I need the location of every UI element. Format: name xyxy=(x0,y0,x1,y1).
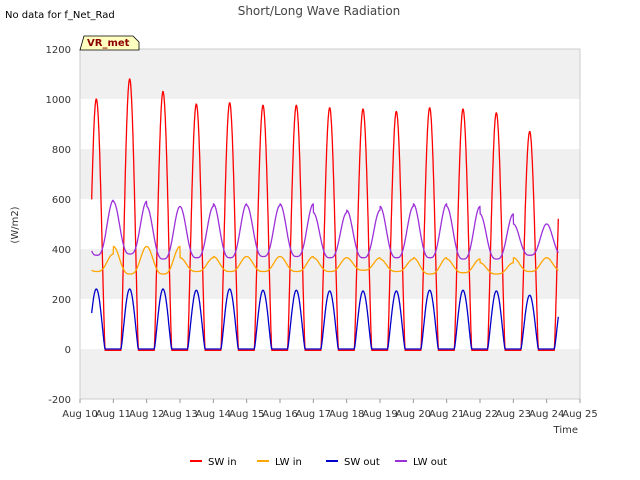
no-data-note: No data for f_Net_Rad xyxy=(5,10,115,21)
grid-band xyxy=(80,49,580,99)
legend: SW in LW in SW out LW out xyxy=(190,457,447,468)
x-tick-label: Aug 10 xyxy=(62,409,97,420)
legend-label: SW in xyxy=(208,457,237,468)
y-axis-label: (W/m2) xyxy=(10,206,21,243)
y-tick-label: 400 xyxy=(52,245,71,256)
y-axis-ticks: -200 0 200 400 600 800 1000 1200 xyxy=(46,45,71,406)
y-tick-label: 200 xyxy=(52,295,71,306)
series-line-lw-in xyxy=(91,245,559,275)
legend-label: LW out xyxy=(413,457,447,468)
grid-band xyxy=(80,349,580,399)
y-tick-label: 1000 xyxy=(46,95,71,106)
series-line-lw-out xyxy=(91,199,559,260)
series-line-sw-out xyxy=(91,288,559,350)
chart-title: Short/Long Wave Radiation xyxy=(238,4,401,18)
x-tick-label: Aug 25 xyxy=(562,409,597,420)
y-tick-label: 0 xyxy=(65,345,71,356)
y-tick-label: -200 xyxy=(48,395,71,406)
x-tick-label: Aug 11 xyxy=(96,409,131,420)
plot-frame xyxy=(79,48,581,400)
site-badge: VR_met xyxy=(79,35,140,51)
y-tick-label: 800 xyxy=(52,145,71,156)
x-tick-label: Aug 13 xyxy=(162,409,197,420)
x-tick-label: Aug 24 xyxy=(529,409,564,420)
x-tick-label: Aug 12 xyxy=(129,409,164,420)
x-tick-label: Aug 21 xyxy=(429,409,464,420)
x-tick-label: Aug 19 xyxy=(362,409,397,420)
x-tick-label: Aug 14 xyxy=(196,409,231,420)
legend-label: SW out xyxy=(344,457,380,468)
x-tick-label: Aug 18 xyxy=(329,409,364,420)
y-tick-label: 1200 xyxy=(46,45,71,56)
y-tick-label: 600 xyxy=(52,195,71,206)
x-tick-label: Aug 23 xyxy=(496,409,531,420)
legend-label: LW in xyxy=(275,457,302,468)
x-tick-label: Aug 20 xyxy=(396,409,431,420)
grid-band xyxy=(80,149,580,199)
series-lines xyxy=(91,78,559,351)
x-tick-label: Aug 15 xyxy=(229,409,264,420)
x-tick-label: Aug 17 xyxy=(296,409,331,420)
svg-text:VR_met: VR_met xyxy=(87,38,130,49)
x-tick-label: Aug 16 xyxy=(262,409,297,420)
x-tick-label: Aug 22 xyxy=(462,409,497,420)
x-axis-label: Time xyxy=(553,425,578,436)
